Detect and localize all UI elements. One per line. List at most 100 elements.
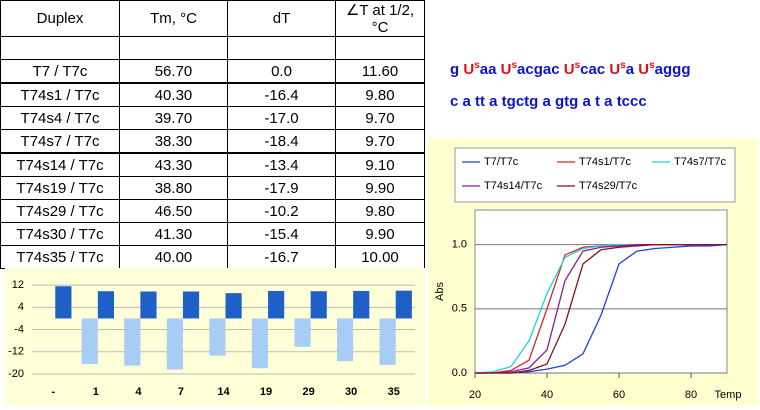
bar	[379, 318, 396, 365]
sequence-line: c a tt a tgctg a gtg a t a tccc	[450, 86, 691, 118]
header-row: Duplex Tm, °C dT ∠T at 1/2, °C	[0, 0, 425, 37]
table-row: T74s19 / T7c 38.80 -17.9 9.90	[0, 176, 425, 200]
text-part: c a tt a tgctg a gtg a t a tccc	[450, 93, 647, 110]
y-tick-label: 1.0	[452, 239, 467, 251]
y-tick-label: -20	[8, 368, 24, 380]
header-cell: Duplex	[0, 0, 120, 37]
x-tick-label: 4	[135, 386, 142, 398]
superscript: s	[620, 60, 626, 71]
y-tick-label: 0.0	[452, 367, 467, 379]
table-row: T74s7 / T7c 38.30 -18.4 9.70	[0, 129, 425, 154]
value-cell: 9.10	[335, 152, 425, 177]
y-tick-label: 12	[12, 279, 24, 291]
y-tick-label: 0.5	[452, 303, 467, 315]
x-tick-label: 14	[217, 386, 230, 398]
superscript: s	[574, 60, 581, 71]
value-cell: -16.4	[227, 82, 336, 107]
y-tick-label: -4	[14, 323, 24, 335]
text-part: g	[450, 61, 464, 78]
value-cell: 9.90	[335, 176, 425, 200]
value-cell: 9.90	[335, 222, 425, 246]
text-part: aggg	[654, 61, 691, 78]
bar	[124, 318, 141, 366]
header-cell: ∠T at 1/2, °C	[335, 0, 425, 37]
text-part: U	[638, 61, 650, 78]
y-axis-label: Abs	[434, 282, 446, 301]
bar	[268, 290, 285, 319]
bar	[166, 318, 183, 370]
x-tick-label: 19	[260, 386, 272, 398]
bar	[310, 291, 327, 319]
value-cell: 38.80	[119, 176, 228, 200]
table-row: T74s4 / T7c 39.70 -17.0 9.70	[0, 106, 425, 130]
legend-label: T74s14/T7c	[484, 180, 543, 192]
value-cell: -15.4	[227, 222, 336, 246]
legend-label: T7/T7c	[484, 156, 519, 168]
text-part: U	[500, 61, 512, 78]
y-tick-label: -12	[8, 346, 24, 358]
value-cell: 0.0	[227, 59, 336, 84]
y-tick-label: 4	[18, 301, 24, 313]
x-tick-label: 1	[93, 386, 99, 398]
duplex-cell: T74s30 / T7c	[0, 222, 120, 246]
superscript: s	[511, 60, 518, 71]
text-part: U	[463, 61, 475, 78]
value-cell: 9.70	[335, 106, 425, 130]
duplex-cell: T74s4 / T7c	[0, 106, 120, 130]
x-tick-label: 35	[388, 386, 400, 398]
value-cell: 9.80	[335, 82, 425, 107]
duplex-cell: T74s19 / T7c	[0, 176, 120, 200]
x-tick-label: 29	[302, 386, 314, 398]
x-tick-label: 20	[469, 389, 481, 401]
legend-label: T74s7/T7c	[674, 156, 726, 168]
blank-row	[0, 36, 425, 60]
bar	[140, 291, 157, 319]
x-tick-label: 7	[178, 386, 184, 398]
bar	[81, 318, 98, 364]
value-cell: 39.70	[119, 106, 228, 130]
bar	[209, 318, 226, 356]
legend-label: T74s29/T7c	[579, 180, 638, 192]
legend-box	[454, 147, 736, 203]
header-cell: Tm, °C	[119, 0, 228, 37]
sequence-line: g Usaa Usacgac Uscac Usa Usaggg	[450, 50, 691, 86]
duplex-cell: T74s1 / T7c	[0, 82, 120, 107]
value-cell: -18.4	[227, 129, 336, 154]
bar	[55, 286, 72, 319]
duplex-cell: T74s14 / T7c	[0, 152, 120, 177]
x-tick-label: 30	[345, 386, 357, 398]
bar	[353, 290, 370, 319]
text-part: a	[625, 61, 639, 78]
superscript: s	[474, 60, 480, 71]
data-table: Duplex Tm, °C dT ∠T at 1/2, °C T7 / T7c 5…	[0, 0, 425, 269]
x-tick-label: -	[51, 386, 55, 398]
text-part: U	[609, 61, 621, 78]
table-row: T74s30 / T7c 41.30 -15.4 9.90	[0, 222, 425, 246]
bar	[97, 291, 115, 319]
superscript: s	[649, 60, 655, 71]
text-part: acgac	[517, 61, 564, 78]
bar	[395, 290, 412, 319]
table-row: T74s29 / T7c 46.50 -10.2 9.80	[0, 199, 425, 223]
text-part: aa	[479, 61, 501, 78]
x-tick-label: 40	[541, 389, 553, 401]
duplex-cell: T7 / T7c	[0, 59, 120, 84]
x-tick-label: 60	[613, 389, 625, 401]
text-part: cac	[580, 61, 610, 78]
value-cell: -17.0	[227, 106, 336, 130]
bar	[336, 318, 354, 362]
value-cell: 38.30	[119, 129, 228, 154]
value-cell: 11.60	[335, 59, 425, 84]
line	[475, 244, 727, 374]
table-row: T7 / T7c 56.70 0.0 11.60	[0, 59, 425, 84]
text-part: U	[563, 61, 575, 78]
table-row: T74s14 / T7c 43.30 -13.4 9.10	[0, 152, 425, 177]
plot-area	[474, 209, 728, 374]
value-cell: -13.4	[227, 152, 336, 177]
table-row: T74s1 / T7c 40.30 -16.4 9.80	[0, 82, 425, 107]
value-cell: 40.30	[119, 82, 228, 107]
bar	[182, 291, 200, 319]
bar	[251, 318, 269, 369]
